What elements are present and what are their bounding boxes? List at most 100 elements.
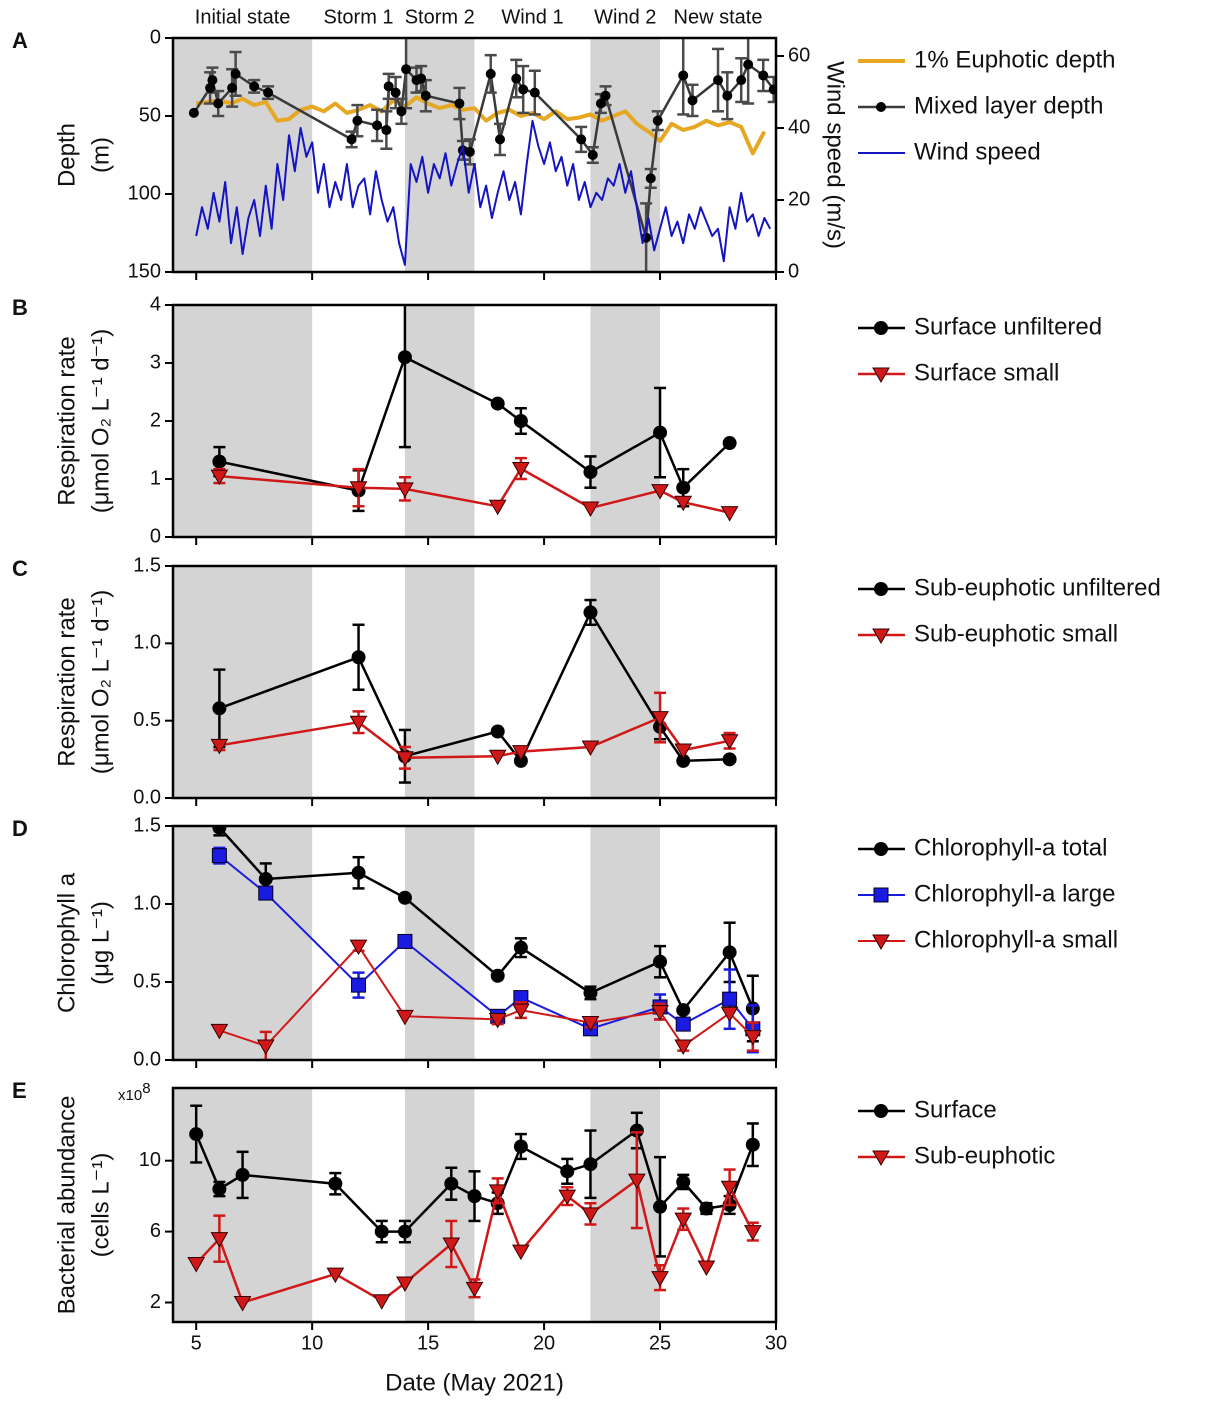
marker-circle xyxy=(454,98,465,109)
marker-circle xyxy=(583,465,598,480)
marker-circle xyxy=(401,64,412,75)
y-tick-label: 3 xyxy=(150,351,161,373)
marker-circle xyxy=(258,872,273,887)
marker-square xyxy=(675,1016,691,1032)
marker-triangle xyxy=(651,484,669,500)
y-axis-label: Bacterial abundance xyxy=(53,1096,80,1315)
y-tick-label: 1.5 xyxy=(133,554,161,576)
legend-label: Chlorophyll-a large xyxy=(914,880,1115,907)
marker-circle xyxy=(745,1137,760,1152)
y-axis-label: (μmol O₂ L⁻¹ d⁻¹) xyxy=(87,329,114,514)
marker-circle xyxy=(230,68,241,79)
marker-circle xyxy=(490,968,505,983)
marker-circle xyxy=(351,650,366,665)
series-line xyxy=(195,119,772,266)
marker-circle xyxy=(678,70,689,81)
y-tick-label: 0.0 xyxy=(133,786,161,808)
y-tick-label: 6 xyxy=(150,1220,161,1242)
marker-triangle xyxy=(627,1173,646,1190)
legend-label: Chlorophyll-a total xyxy=(914,834,1107,861)
marker-circle xyxy=(874,582,888,596)
marker-circle xyxy=(352,115,363,126)
marker-circle xyxy=(416,73,427,84)
marker-circle xyxy=(687,95,698,106)
marker-triangle xyxy=(512,1003,530,1020)
marker-circle xyxy=(513,753,528,768)
marker-circle xyxy=(653,954,668,969)
marker-triangle xyxy=(210,738,229,755)
marker-circle xyxy=(653,425,668,440)
marker-circle xyxy=(490,724,505,739)
marker-triangle xyxy=(349,715,368,732)
y-axis-label: Respiration rate xyxy=(53,597,80,766)
period-shading xyxy=(404,1088,475,1322)
marker-circle xyxy=(397,1224,412,1239)
marker-triangle xyxy=(674,495,693,512)
marker-triangle xyxy=(210,1023,229,1040)
y-multiplier-base: x10 xyxy=(118,1087,142,1104)
period-shading xyxy=(404,826,475,1060)
marker-circle xyxy=(713,75,724,86)
legend-label: Mixed layer depth xyxy=(914,92,1103,119)
period-label: New state xyxy=(674,6,763,28)
marker-circle xyxy=(397,350,412,365)
y2-tick-label: 20 xyxy=(788,188,810,210)
y-axis-label: Depth xyxy=(53,123,80,187)
marker-circle xyxy=(212,701,227,716)
period-label: Storm 2 xyxy=(405,6,475,28)
marker-triangle xyxy=(872,1150,890,1167)
marker-circle xyxy=(372,120,383,131)
marker-triangle xyxy=(210,469,229,486)
marker-triangle xyxy=(720,734,739,750)
marker-triangle xyxy=(233,1296,252,1312)
y-tick-label: 0.5 xyxy=(133,970,161,992)
marker-circle xyxy=(490,396,505,411)
marker-circle xyxy=(758,70,769,81)
marker-circle xyxy=(743,59,754,70)
marker-circle xyxy=(212,1182,227,1197)
marker-circle xyxy=(645,173,656,184)
marker-triangle xyxy=(872,628,890,645)
y-axis-label: (μg L⁻¹) xyxy=(87,901,114,985)
marker-triangle xyxy=(396,482,414,498)
marker-triangle xyxy=(743,1030,762,1046)
plot-area xyxy=(210,305,739,522)
x-tick-label: 30 xyxy=(765,1332,787,1354)
marker-circle xyxy=(390,87,401,98)
period-label: Wind 1 xyxy=(501,6,563,28)
y2-tick-label: 60 xyxy=(788,44,810,66)
marker-circle xyxy=(529,87,540,98)
marker-triangle xyxy=(674,1212,693,1229)
marker-circle xyxy=(722,90,733,101)
y-axis-label: (m) xyxy=(87,137,114,173)
y2-tick-label: 0 xyxy=(788,260,799,282)
marker-triangle xyxy=(512,745,530,761)
plot-area xyxy=(188,38,776,272)
marker-circle xyxy=(518,84,529,95)
marker-triangle xyxy=(349,481,368,497)
marker-circle xyxy=(513,1139,528,1154)
x-tick-label: 15 xyxy=(417,1332,439,1354)
panel-frame xyxy=(171,36,778,274)
marker-circle xyxy=(444,1176,459,1191)
y-tick-label: 0.0 xyxy=(133,1048,161,1070)
marker-triangle xyxy=(872,934,890,951)
marker-triangle xyxy=(488,749,507,766)
legend-label: Surface small xyxy=(914,359,1059,386)
marker-square xyxy=(722,991,738,1007)
legend-label: 1% Euphotic depth xyxy=(914,46,1115,73)
y-axis-label: (cells L⁻¹) xyxy=(87,1153,114,1258)
legend-label: Surface xyxy=(914,1096,997,1123)
marker-circle xyxy=(722,752,737,767)
marker-triangle xyxy=(465,1281,484,1298)
panel-frame xyxy=(171,303,778,539)
y-tick-label: 2 xyxy=(150,1291,161,1313)
period-shading xyxy=(590,305,661,537)
marker-triangle xyxy=(651,1271,669,1287)
marker-circle xyxy=(587,150,598,160)
marker-triangle xyxy=(581,1016,600,1032)
marker-triangle xyxy=(488,1184,507,1200)
marker-triangle xyxy=(651,711,669,727)
marker-triangle xyxy=(581,501,600,518)
